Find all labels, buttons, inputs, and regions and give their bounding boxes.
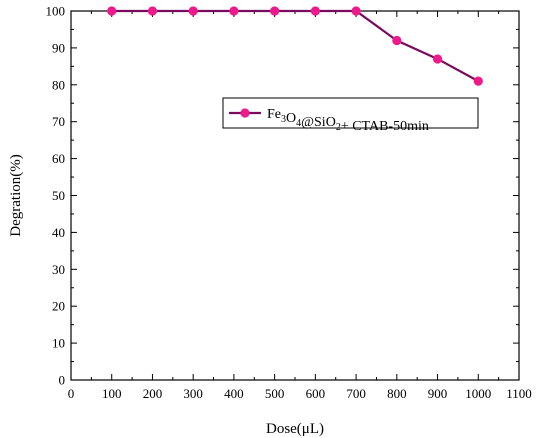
y-tick-label: 20 [52, 299, 65, 314]
x-axis-ticks: 0 100 200 300 400 500 600 700 800 900 1000 1100 [68, 11, 532, 401]
x-tick-label: 900 [428, 386, 448, 401]
x-tick-label: 800 [387, 386, 407, 401]
data-point [351, 6, 361, 16]
y-tick-label: 10 [52, 336, 65, 351]
y-tick-label: 30 [52, 262, 65, 277]
legend-box [222, 97, 479, 129]
data-point [147, 6, 158, 16]
data-point [107, 6, 117, 16]
data-point [432, 54, 443, 64]
x-tick-label: 400 [224, 386, 244, 401]
y-tick-label: 60 [52, 151, 65, 166]
x-tick-label: 0 [68, 386, 75, 401]
x-tick-label: 1100 [506, 386, 532, 401]
data-point [229, 6, 239, 16]
y-tick-label: 40 [52, 225, 65, 240]
y-tick-label: 100 [46, 4, 66, 19]
data-point [270, 6, 280, 16]
legend-marker-swatch [240, 108, 250, 118]
x-tick-label: 500 [265, 386, 285, 401]
y-tick-label: 90 [52, 40, 65, 55]
series-line [111, 9, 479, 83]
x-tick-label: 200 [143, 386, 163, 401]
y-tick-label: 0 [59, 373, 66, 388]
y-tick-label: 50 [52, 188, 65, 203]
legend: Fe3O4@SiO2+ CTAB-50min [222, 97, 479, 134]
y-tick-label: 70 [52, 114, 65, 129]
x-tick-label: 1000 [465, 386, 491, 401]
y-axis-title: Degration(%) [8, 154, 24, 236]
x-tick-label: 700 [346, 386, 366, 401]
y-tick-label: 80 [52, 77, 65, 92]
y-axis-ticks: 0 10 20 30 40 50 60 70 80 90 100 [46, 4, 519, 388]
legend-label: Fe3O4@SiO2+ CTAB-50min [267, 107, 429, 134]
x-tick-label: 300 [183, 386, 203, 401]
data-point [473, 76, 483, 86]
x-axis-title: Dose(μL) [266, 421, 324, 437]
x-tick-label: 100 [102, 386, 122, 401]
data-point [310, 6, 320, 16]
data-point [392, 35, 402, 46]
series-layer [107, 6, 483, 86]
x-tick-label: 600 [306, 386, 326, 401]
data-point [188, 6, 198, 16]
